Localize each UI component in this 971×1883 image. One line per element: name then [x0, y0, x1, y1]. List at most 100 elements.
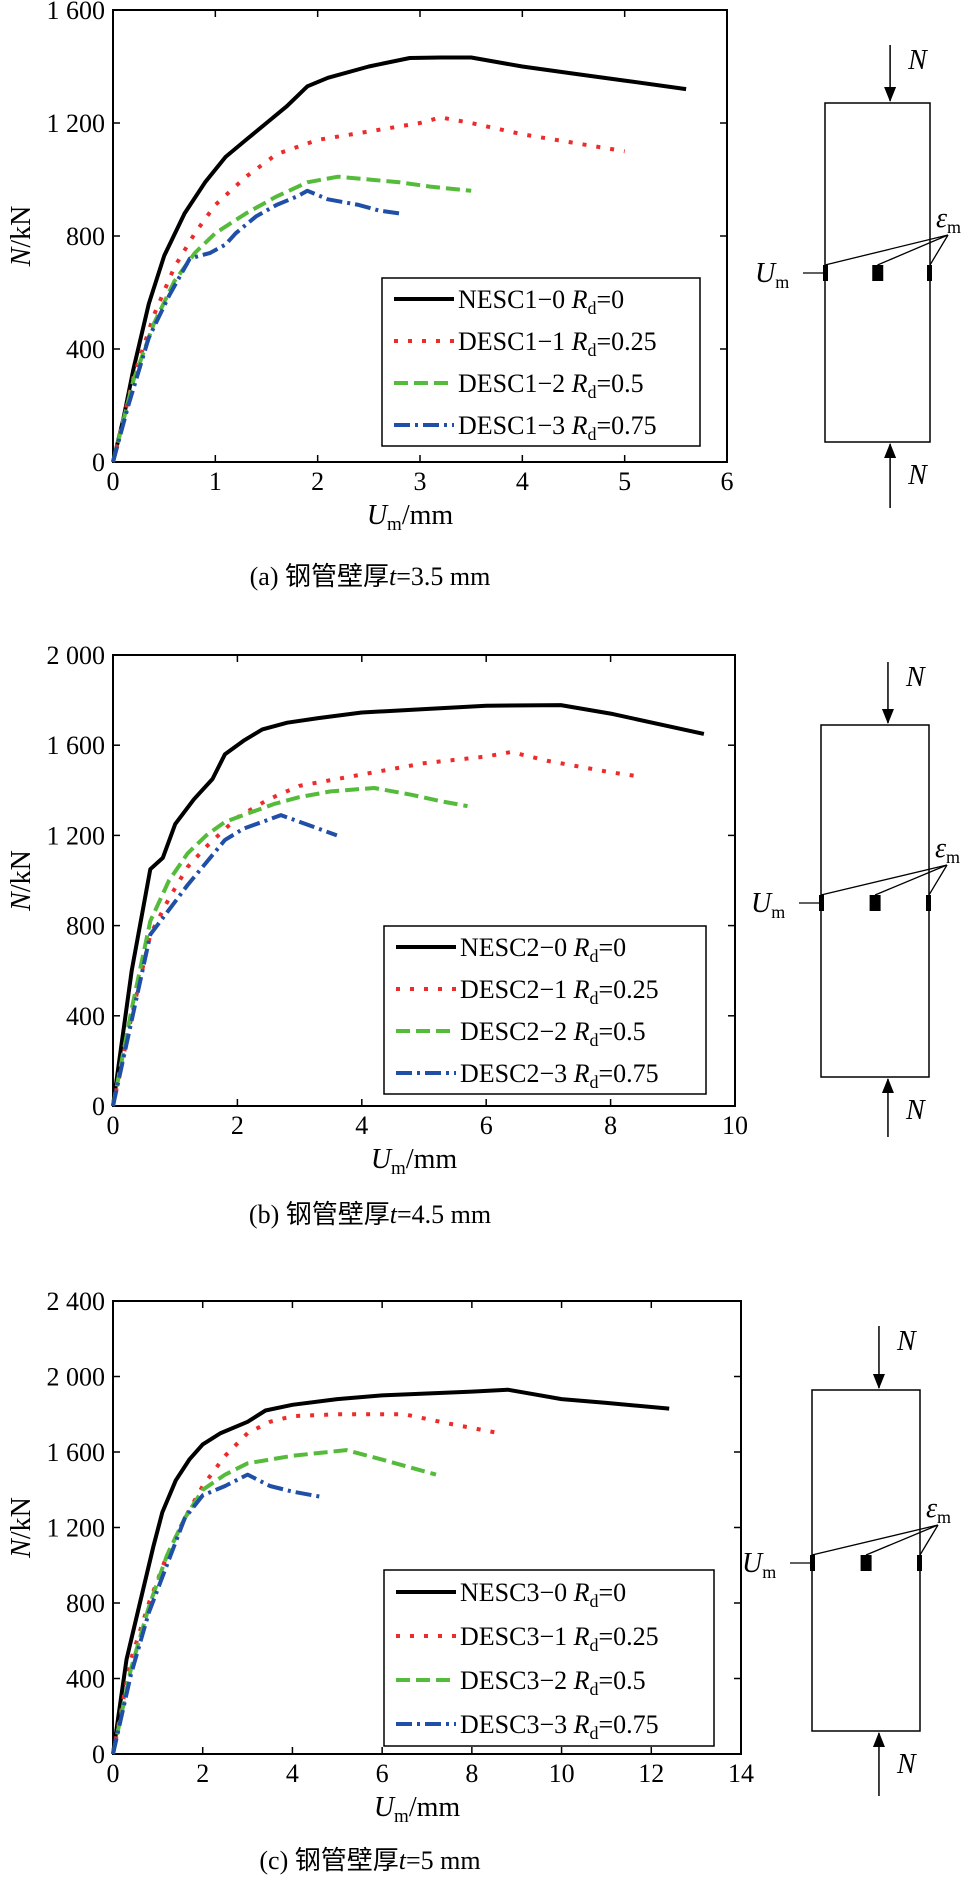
data-point-a-1: [624, 151, 626, 153]
bottom-load-arrowhead-c: [872, 1732, 885, 1747]
data-point-c-1: [224, 1455, 226, 1457]
legend-r-sub: d: [590, 1635, 599, 1655]
panel-a: 0 1 2 3 4 5 6 0 400 800 1 200 1 600 Um/mm N/kN NESC1−0…: [0, 0, 971, 600]
legend-label-b-2: DESC2−2 Rd=0.5: [460, 1017, 646, 1050]
data-point-b-3: [262, 821, 264, 823]
data-point-a-1: [470, 122, 472, 124]
data-point-c-3: [184, 1517, 186, 1519]
data-point-c-1: [130, 1659, 132, 1661]
legend-r-value: =0.75: [599, 1059, 659, 1088]
series-line-c-0: [111, 1387, 670, 1755]
x-tick-label-c: 0: [107, 1759, 120, 1788]
legend-r-sub: d: [588, 340, 597, 360]
data-point-c-3: [148, 1612, 150, 1614]
data-point-b-0: [224, 753, 226, 755]
legend-label-b-0: NESC2−0 Rd=0: [460, 933, 626, 966]
x-tick-label-c: 4: [286, 1759, 299, 1788]
series-line-a-3: [111, 188, 400, 463]
data-point-b-0: [193, 799, 195, 801]
legend-label-c-0: NESC3−0 Rd=0: [460, 1578, 626, 1611]
data-point-b-0: [318, 717, 320, 719]
legend-r-sub: d: [590, 1591, 599, 1611]
legend-series-name: DESC3−1: [460, 1622, 574, 1651]
leader-line-b: [874, 864, 948, 896]
data-point-b-0: [131, 970, 133, 972]
data-point-a-0: [184, 213, 186, 215]
data-point-b-3: [131, 1020, 133, 1022]
y-tick-label-b: 400: [66, 1002, 105, 1031]
x-tick-label-c: 14: [728, 1759, 754, 1788]
data-point-b-1: [641, 776, 643, 778]
y-tick-label-c: 2 400: [47, 1287, 106, 1316]
displacement-symbol: U: [755, 258, 777, 289]
data-point-a-3: [255, 215, 257, 217]
data-point-a-2: [133, 379, 135, 381]
series-line-b-0: [111, 703, 705, 1107]
x-tick-label-c: 2: [196, 1759, 209, 1788]
data-point-b-1: [548, 760, 550, 762]
data-point-b-2: [249, 812, 251, 814]
displacement-label-c: Um: [742, 1548, 776, 1582]
data-point-c-0: [381, 1395, 383, 1397]
data-point-a-0: [368, 66, 370, 68]
data-point-c-3: [166, 1565, 168, 1567]
data-point-c-2: [381, 1459, 383, 1461]
data-point-a-2: [276, 196, 278, 198]
data-point-b-3: [224, 839, 226, 841]
data-point-c-3: [247, 1474, 249, 1476]
legend-label-b-3: DESC2−3 Rd=0.75: [460, 1059, 659, 1092]
gauge-center-a: [872, 265, 884, 281]
data-point-a-2: [215, 232, 217, 234]
legend-r-sub: d: [588, 424, 597, 444]
data-point-c-0: [606, 1402, 608, 1404]
x-axis-label-main: U: [367, 500, 389, 531]
data-point-b-2: [373, 787, 375, 789]
data-point-b-1: [268, 799, 270, 801]
legend-r: R: [573, 1710, 590, 1739]
legend-r-sub: d: [590, 988, 599, 1008]
legend-label-a-2: DESC1−2 Rd=0.5: [458, 369, 644, 402]
data-point-b-3: [243, 828, 245, 830]
data-point-a-0: [327, 77, 329, 79]
y-axis-label-main: N: [6, 891, 37, 912]
top-load-label-b: N: [905, 662, 926, 693]
data-point-b-1: [168, 898, 170, 900]
data-point-a-2: [174, 280, 176, 282]
data-point-a-1: [194, 232, 196, 234]
legend-label-c-1: DESC3−1 Rd=0.25: [460, 1622, 659, 1655]
legend-series-name: DESC1−2: [458, 369, 572, 398]
data-point-c-1: [449, 1423, 451, 1425]
y-tick-label-a: 1 600: [47, 0, 106, 25]
data-point-b-2: [330, 791, 332, 793]
legend-series-name: DESC3−2: [460, 1666, 574, 1695]
data-point-a-2: [368, 179, 370, 181]
data-point-b-2: [274, 803, 276, 805]
gauge-center-c: [860, 1555, 872, 1571]
data-point-b-0: [243, 740, 245, 742]
data-point-c-2: [435, 1474, 437, 1476]
legend-r-value: =0.5: [597, 369, 644, 398]
data-point-c-0: [471, 1391, 473, 1393]
data-point-c-1: [292, 1415, 294, 1417]
gauge-left-a: [823, 265, 828, 281]
data-point-c-0: [668, 1408, 670, 1410]
data-point-c-2: [408, 1466, 410, 1468]
data-point-c-0: [561, 1398, 563, 1400]
gauge-right-c: [917, 1555, 922, 1571]
x-axis-label-main: U: [374, 1792, 396, 1823]
data-point-a-0: [522, 66, 524, 68]
data-point-c-1: [202, 1485, 204, 1487]
legend-r: R: [571, 285, 588, 314]
data-point-b-1: [187, 866, 189, 868]
leader-line-a: [824, 234, 949, 266]
legend-r: R: [573, 933, 590, 962]
displacement-label-a: Um: [755, 258, 789, 292]
data-point-a-0: [225, 156, 227, 158]
legend-r-value: =0.5: [599, 1017, 646, 1046]
data-point-a-0: [685, 88, 687, 90]
caption-a-prefix: (a) 钢管壁厚: [249, 562, 389, 591]
gauge-right-a: [927, 265, 932, 281]
data-point-a-3: [235, 232, 237, 234]
leader-line-a: [929, 234, 949, 266]
x-axis-label-sub: m: [387, 514, 402, 535]
